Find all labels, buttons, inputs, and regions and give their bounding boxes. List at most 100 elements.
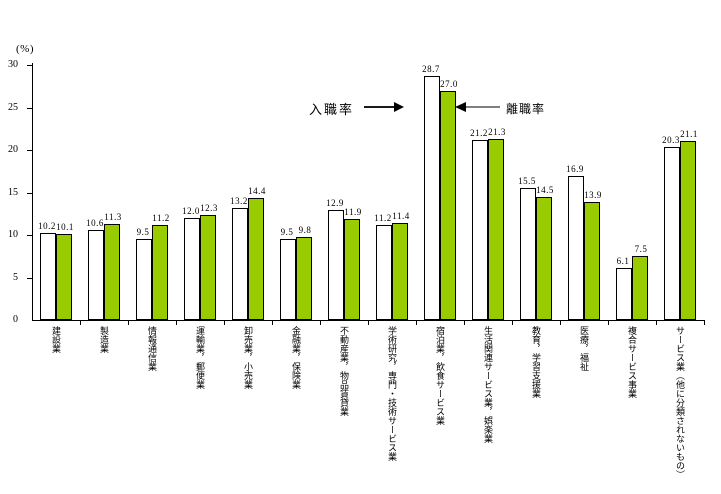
x-tick: [464, 321, 465, 325]
right-arrow-line: [364, 106, 395, 108]
x-axis-line: [32, 320, 705, 321]
x-tick: [368, 321, 369, 325]
x-tick: [512, 321, 513, 325]
y-tick-label: 25: [8, 102, 18, 113]
x-tick: [608, 321, 609, 325]
category-label: 不動産業，物品賃貸業: [339, 326, 349, 416]
bar-value-label: 15.5: [518, 176, 536, 187]
bar-value-label: 11.9: [344, 206, 362, 217]
bar-value-label: 13.2: [230, 195, 248, 206]
bar-hire-rate: [376, 224, 392, 320]
x-tick: [560, 321, 561, 325]
bar-hire-rate: [184, 218, 200, 320]
x-tick: [272, 321, 273, 325]
bar-hire-rate: [136, 239, 152, 321]
bar-value-label: 21.3: [488, 126, 506, 137]
x-tick: [176, 321, 177, 325]
bar-value-label: 9.8: [298, 224, 312, 235]
bar-leave-rate: [200, 215, 216, 320]
bar-leave-rate: [536, 196, 552, 321]
bar-hire-rate: [520, 188, 536, 321]
bar-value-label: 21.2: [470, 127, 488, 138]
bar-value-label: 13.9: [584, 189, 602, 200]
y-axis-line: [32, 63, 33, 320]
y-tick: [27, 150, 32, 151]
y-axis-unit-label: (%): [16, 43, 34, 55]
y-tick: [27, 108, 32, 109]
category-label: 卸売業，小売業: [243, 326, 253, 389]
bar-value-label: 11.2: [374, 212, 392, 223]
bar-leave-rate: [152, 224, 168, 320]
bar-hire-rate: [424, 76, 440, 320]
x-tick: [416, 321, 417, 325]
bar-leave-rate: [488, 138, 504, 320]
category-label: サービス業（他に分類されないもの）: [675, 326, 685, 479]
bar-value-label: 11.2: [152, 212, 170, 223]
bar-leave-rate: [56, 234, 72, 320]
bar-hire-rate: [616, 268, 632, 320]
y-tick-label: 20: [8, 144, 18, 155]
bar-value-label: 11.4: [392, 211, 410, 222]
bar-hire-rate: [88, 229, 104, 320]
x-tick: [704, 321, 705, 325]
bar-hire-rate: [232, 207, 248, 320]
bar-value-label: 12.9: [326, 198, 344, 209]
bar-leave-rate: [296, 236, 312, 320]
category-label: 宿泊業，飲食サービス業: [435, 326, 445, 425]
bar-hire-rate: [664, 147, 680, 320]
category-label: 学術研究，専門・技術サービス業: [387, 326, 397, 461]
category-label: 教育，学習支援業: [531, 326, 541, 398]
y-tick: [27, 235, 32, 236]
category-label: 製造業: [99, 326, 109, 353]
bar-leave-rate: [248, 197, 264, 320]
bar-leave-rate: [392, 223, 408, 320]
bar-leave-rate: [440, 90, 456, 320]
bar-leave-rate: [632, 256, 648, 321]
x-tick: [224, 321, 225, 325]
x-tick: [128, 321, 129, 325]
bar-value-label: 9.5: [136, 227, 150, 238]
bar-value-label: 11.3: [104, 211, 122, 222]
bar-value-label: 10.6: [86, 217, 104, 228]
y-tick: [27, 65, 32, 66]
bar-value-label: 10.1: [56, 222, 74, 233]
bar-value-label: 28.7: [422, 64, 440, 75]
x-tick: [80, 321, 81, 325]
annotation-hire-rate-label: 入職率: [309, 102, 355, 117]
bar-leave-rate: [584, 201, 600, 320]
category-label: 建設業: [51, 326, 61, 353]
category-label: 医療，福祉: [579, 326, 589, 371]
bar-value-label: 16.9: [566, 164, 584, 175]
bar-value-label: 14.4: [248, 185, 266, 196]
bar-value-label: 12.0: [182, 206, 200, 216]
y-tick-label: 30: [8, 59, 18, 70]
bar-hire-rate: [568, 176, 584, 320]
left-arrow-line: [466, 106, 500, 108]
category-label: 金融業，保険業: [291, 326, 301, 389]
bar-value-label: 7.5: [634, 244, 648, 255]
category-label: 複合サービス事業: [627, 326, 637, 398]
bar-hire-rate: [280, 239, 296, 321]
x-tick: [320, 321, 321, 325]
bar-value-label: 6.1: [616, 256, 630, 267]
bar-leave-rate: [344, 218, 360, 320]
bar-hire-rate: [40, 233, 56, 320]
bar-value-label: 10.2: [38, 221, 56, 232]
y-tick: [27, 278, 32, 279]
bar-value-label: 14.5: [536, 184, 554, 195]
bar-value-label: 27.0: [440, 78, 458, 89]
y-tick-label: 10: [8, 229, 18, 240]
bar-value-label: 9.5: [280, 227, 294, 238]
left-arrow-icon: [455, 102, 466, 112]
category-label: 運輸業，郵便業: [195, 326, 205, 389]
bar-leave-rate: [680, 140, 696, 320]
category-label: 情報通信業: [147, 326, 157, 371]
bar-hire-rate: [328, 210, 344, 320]
x-tick: [656, 321, 657, 325]
bar-leave-rate: [104, 223, 120, 320]
y-tick: [27, 193, 32, 194]
right-arrow-icon: [394, 102, 404, 112]
y-tick-label: 5: [13, 272, 18, 283]
category-label: 生活関連サービス業，娯楽業: [483, 326, 493, 443]
